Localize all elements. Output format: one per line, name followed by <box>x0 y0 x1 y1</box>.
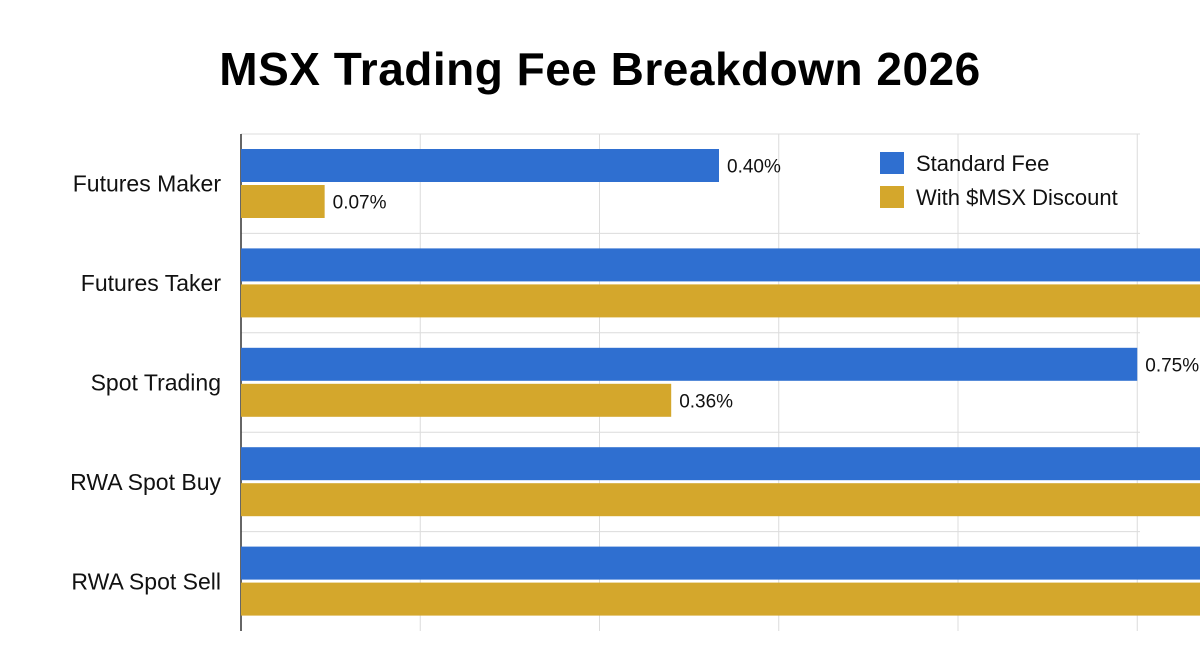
standard-fee-bar <box>241 149 719 182</box>
category-label: Futures Taker <box>81 270 222 296</box>
chart-title: MSX Trading Fee Breakdown 2026 <box>219 43 981 95</box>
discount-fee-bar <box>241 483 1200 517</box>
discount-fee-bar <box>241 383 672 417</box>
standard-fee-bar <box>241 347 1138 381</box>
standard-fee-bar <box>241 248 1200 282</box>
standard-fee-bar <box>241 447 1200 481</box>
category-label: RWA Spot Sell <box>71 568 221 594</box>
category-label: Spot Trading <box>91 370 221 396</box>
standard-fee-bar <box>241 546 1200 580</box>
grid-lines <box>241 133 1140 631</box>
legend-swatch <box>880 186 904 208</box>
legend: Standard Fee With $MSX Discount <box>880 151 1118 210</box>
discount-fee-bar <box>241 284 1200 318</box>
data-label: 0.36% <box>679 391 733 412</box>
legend-swatch <box>880 152 904 174</box>
data-label: 0.07% <box>333 193 387 214</box>
category-label: Futures Maker <box>73 171 222 197</box>
legend-label: Standard Fee <box>916 151 1049 176</box>
legend-label: With $MSX Discount <box>916 185 1118 210</box>
category-label: RWA Spot Buy <box>70 469 221 495</box>
discount-fee-bar <box>241 582 1200 616</box>
discount-fee-bar <box>241 185 325 218</box>
bars <box>241 149 1200 616</box>
data-label: 0.40% <box>727 157 781 178</box>
data-label: 0.75% <box>1145 355 1199 376</box>
